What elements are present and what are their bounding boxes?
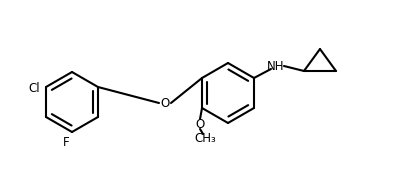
Text: O: O xyxy=(160,96,170,110)
Text: O: O xyxy=(195,117,204,131)
Text: F: F xyxy=(63,136,69,148)
Text: NH: NH xyxy=(267,59,285,73)
Text: CH₃: CH₃ xyxy=(194,131,216,145)
Text: Cl: Cl xyxy=(28,82,40,94)
